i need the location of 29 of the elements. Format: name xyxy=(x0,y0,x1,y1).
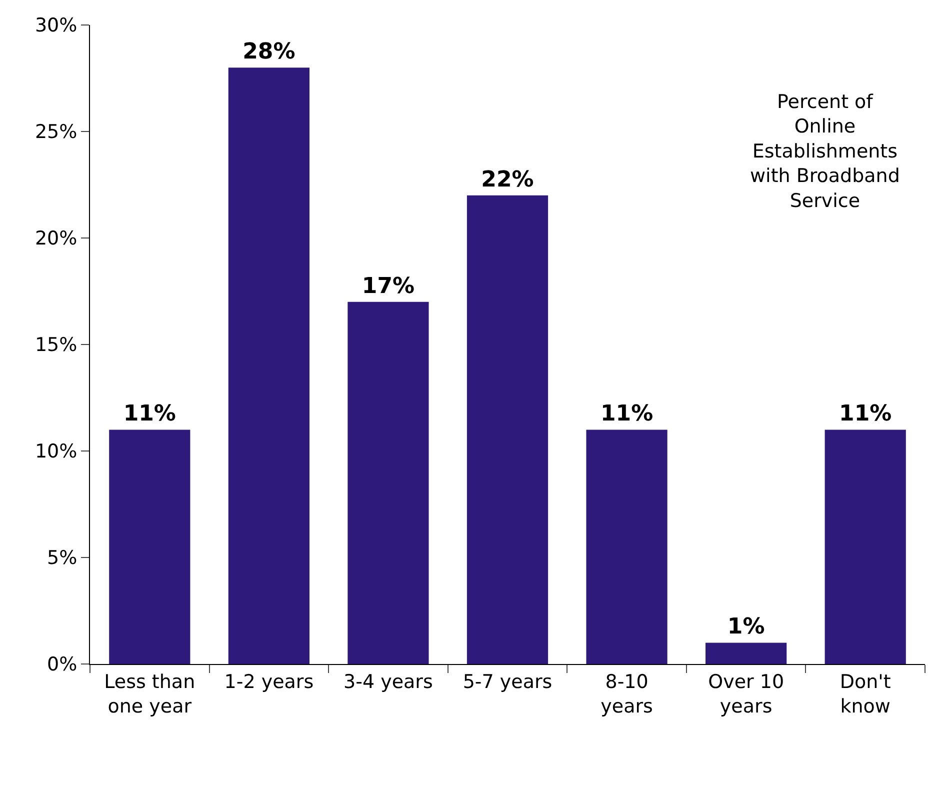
x-tick-label: 5-7 years xyxy=(462,670,552,693)
y-tick-label: 0% xyxy=(47,654,78,676)
bar xyxy=(466,195,548,664)
annotation: Percent of Online Establishments with Broadband Service xyxy=(750,91,900,212)
y-tick-label: 30% xyxy=(34,14,78,37)
y-tick-label: 10% xyxy=(34,440,78,463)
data-label: 11% xyxy=(839,402,892,427)
data-label: 28% xyxy=(242,40,296,65)
x-tick-label: 3-4 years xyxy=(344,670,433,693)
data-label: 11% xyxy=(123,402,176,427)
data-label: 22% xyxy=(481,167,534,192)
data-label: 1% xyxy=(727,614,765,640)
x-tick-label: Over 10 years xyxy=(708,670,784,718)
y-tick-label: 5% xyxy=(47,547,78,570)
x-tick-label: 1-2 years xyxy=(224,670,314,693)
bar xyxy=(824,430,906,664)
x-tick-label: 8-10 years xyxy=(600,670,653,718)
bar xyxy=(109,430,190,664)
data-label: 17% xyxy=(362,274,415,299)
y-tick-label: 25% xyxy=(34,121,78,144)
bar xyxy=(586,430,668,664)
bar xyxy=(348,302,429,664)
data-label: 11% xyxy=(600,402,654,427)
x-tick-label: Don't know xyxy=(840,670,891,718)
bar xyxy=(706,642,787,664)
y-tick-label: 20% xyxy=(34,228,78,250)
x-tick-label: Less than one year xyxy=(104,670,196,718)
y-tick-label: 15% xyxy=(34,334,78,356)
bar xyxy=(228,68,310,664)
